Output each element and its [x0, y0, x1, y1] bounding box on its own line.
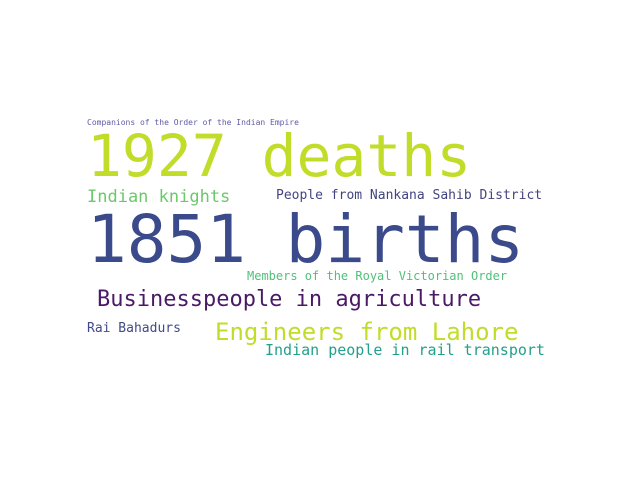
word-engineers-from-lahore: Engineers from Lahore: [215, 318, 519, 346]
word-1927-deaths: 1927 deaths: [87, 122, 472, 190]
word-indian-people-rail-transport: Indian people in rail transport: [265, 341, 545, 359]
word-businesspeople-agriculture: Businesspeople in agriculture: [97, 287, 482, 312]
word-rai-bahadurs: Rai Bahadurs: [87, 321, 181, 336]
word-people-from-nankana-sahib: People from Nankana Sahib District: [276, 188, 543, 203]
word-royal-victorian-order: Members of the Royal Victorian Order: [247, 269, 508, 283]
word-companions-order-indian-empire: Companions of the Order of the Indian Em…: [87, 118, 299, 127]
word-1851-births: 1851 births: [87, 201, 525, 278]
word-indian-knights: Indian knights: [87, 187, 231, 207]
